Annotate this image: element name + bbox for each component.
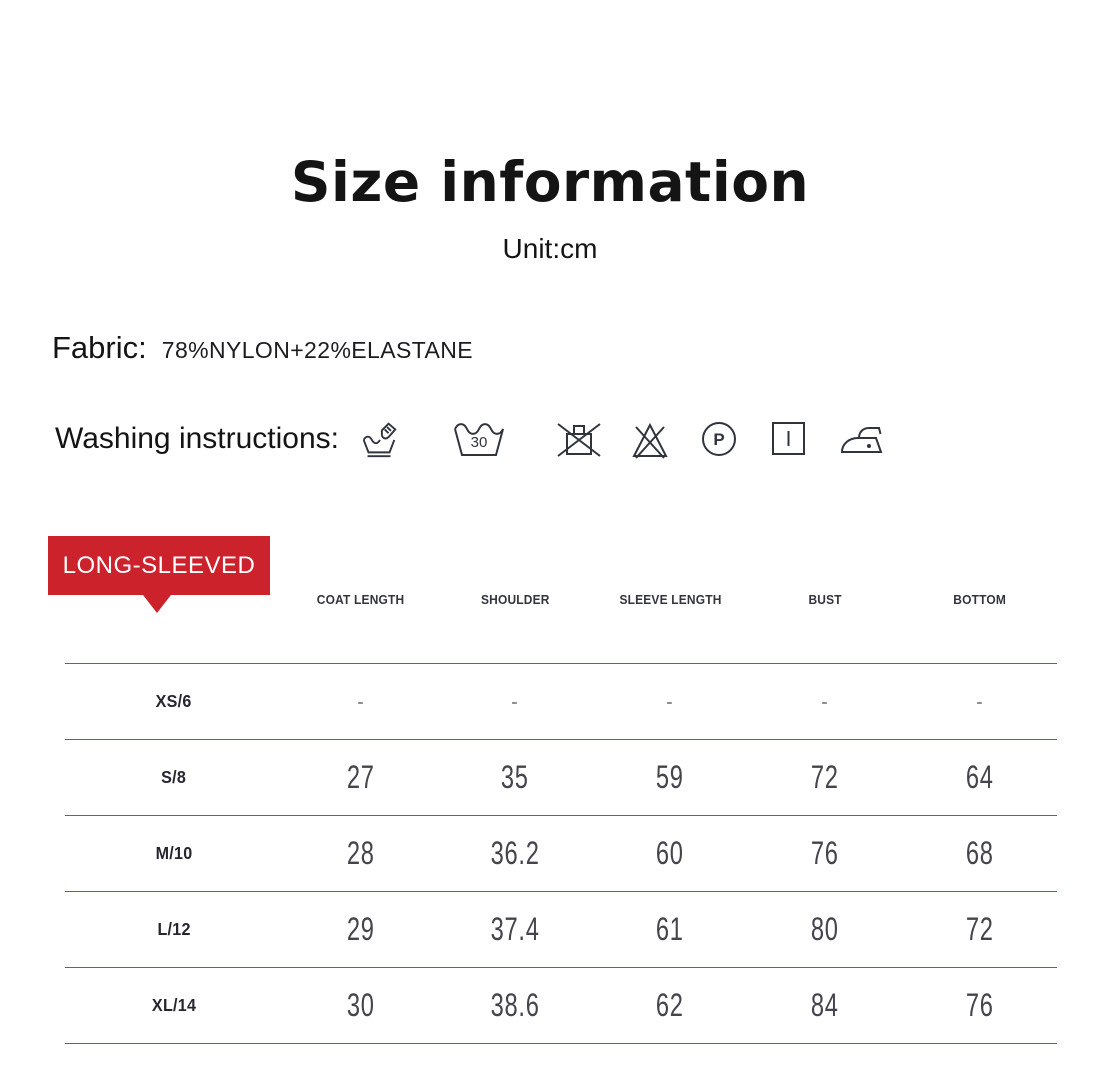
measurement-cell: 29 <box>283 911 438 948</box>
measurement-cell: 59 <box>593 759 748 796</box>
measurement-value: 28 <box>346 835 375 871</box>
measurement-value: - <box>511 686 519 716</box>
size-cell: XL/14 <box>65 995 283 1016</box>
column-header-label: BUST <box>808 592 842 607</box>
measurement-cell: 61 <box>593 911 748 948</box>
column-header: COAT LENGTH <box>283 585 438 663</box>
column-header: BUST <box>747 585 902 663</box>
measurement-cell: 36.2 <box>438 835 593 872</box>
measurement-cell: 72 <box>747 759 902 796</box>
measurement-value: 30 <box>346 987 375 1023</box>
measurement-value: 80 <box>810 911 839 947</box>
table-row: S/8 27 35 59 72 64 <box>65 739 1057 815</box>
dry-clean-p-icon: P <box>699 416 739 462</box>
column-header-label: COAT LENGTH <box>316 592 405 607</box>
column-header: BOTTOM <box>902 585 1057 663</box>
care-icons: 30 P <box>357 416 885 462</box>
column-header-label: BOTTOM <box>953 592 1006 607</box>
measurement-value: 35 <box>501 759 530 795</box>
measurement-cell: 76 <box>747 835 902 872</box>
measurement-value: 37.4 <box>490 911 540 947</box>
measurement-value: 68 <box>965 835 994 871</box>
measurement-cell: 27 <box>283 759 438 796</box>
hand-wash-icon <box>357 416 401 462</box>
badge-pointer-icon <box>143 595 171 613</box>
drip-dry-icon <box>769 416 807 462</box>
table-row: M/10 28 36.2 60 76 68 <box>65 815 1057 891</box>
washing-instructions-label: Washing instructions: <box>55 422 340 455</box>
measurement-cell: 84 <box>747 987 902 1024</box>
size-cell: L/12 <box>65 919 283 940</box>
measurement-cell: 37.4 <box>438 911 593 948</box>
measurement-cell: 76 <box>902 987 1057 1024</box>
size-label: XL/14 <box>151 995 197 1015</box>
measurement-value: - <box>666 686 674 716</box>
column-header-label: SHOULDER <box>480 592 550 607</box>
fabric-label: Fabric: <box>52 330 147 365</box>
measurement-value: 72 <box>810 759 839 795</box>
measurement-cell: - <box>283 686 438 717</box>
measurement-cell: 60 <box>593 835 748 872</box>
measurement-value: 38.6 <box>490 987 540 1023</box>
dry-clean-letter: P <box>713 430 724 449</box>
size-cell: M/10 <box>65 843 283 864</box>
size-label: S/8 <box>161 767 187 787</box>
measurement-value: - <box>821 686 829 716</box>
washing-instructions-row: Washing instructions: 30 <box>55 412 885 466</box>
table-body: XS/6 - - - - - S/8 27 35 59 72 64 M/10 28 36.2 60 76 68 L/… <box>65 663 1057 1044</box>
table-row: XS/6 - - - - - <box>65 663 1057 739</box>
measurement-value: 29 <box>346 911 375 947</box>
measurement-cell: 72 <box>902 911 1057 948</box>
wash-temperature-label: 30 <box>471 434 488 451</box>
measurement-cell: 62 <box>593 987 748 1024</box>
header-spacer <box>65 585 283 663</box>
measurement-cell: - <box>438 686 593 717</box>
table-row: XL/14 30 38.6 62 84 76 <box>65 967 1057 1043</box>
measurement-value: - <box>976 686 984 716</box>
measurement-cell: - <box>747 686 902 717</box>
measurement-cell: 80 <box>747 911 902 948</box>
size-label: XS/6 <box>155 691 192 711</box>
measurement-value: 59 <box>656 759 684 795</box>
size-label: L/12 <box>157 919 191 939</box>
measurement-value: 61 <box>656 911 684 947</box>
measurement-cell: 35 <box>438 759 593 796</box>
column-header-label: SLEEVE LENGTH <box>618 592 722 607</box>
measurement-cell: 64 <box>902 759 1057 796</box>
do-not-bleach-icon <box>629 416 671 462</box>
unit-label: Unit:cm <box>502 233 598 264</box>
measurement-value: 36.2 <box>490 835 540 871</box>
measurement-value: 76 <box>810 835 839 871</box>
page-title: Size information <box>290 150 810 214</box>
measurement-value: 60 <box>656 835 684 871</box>
fabric-value: 78%NYLON+22%ELASTANE <box>161 337 473 363</box>
measurement-value: 72 <box>965 911 994 947</box>
measurement-cell: 68 <box>902 835 1057 872</box>
table-header-row: COAT LENGTH SHOULDER SLEEVE LENGTH BUST BOTT… <box>65 585 1057 663</box>
table-row: L/12 29 37.4 61 80 72 <box>65 891 1057 967</box>
measurement-value: 76 <box>965 987 994 1023</box>
iron-low-heat-icon <box>839 418 885 460</box>
measurement-value: 27 <box>346 759 375 795</box>
measurement-cell: - <box>902 686 1057 717</box>
fabric-row: Fabric: 78%NYLON+22%ELASTANE <box>52 330 473 366</box>
measurement-cell: - <box>593 686 748 717</box>
measurement-value: 62 <box>656 987 684 1023</box>
size-table: COAT LENGTH SHOULDER SLEEVE LENGTH BUST BOTT… <box>65 585 1057 1044</box>
measurement-value: - <box>356 686 364 716</box>
size-label: M/10 <box>155 843 193 863</box>
measurement-cell: 28 <box>283 835 438 872</box>
machine-wash-30-icon: 30 <box>451 416 507 462</box>
size-cell: S/8 <box>65 767 283 788</box>
column-header: SHOULDER <box>438 585 593 663</box>
column-header: SLEEVE LENGTH <box>593 585 748 663</box>
do-not-wring-icon <box>553 416 605 462</box>
measurement-value: 64 <box>965 759 994 795</box>
size-cell: XS/6 <box>65 691 283 712</box>
measurement-cell: 38.6 <box>438 987 593 1024</box>
measurement-value: 84 <box>810 987 839 1023</box>
measurement-cell: 30 <box>283 987 438 1024</box>
long-sleeved-badge: LONG-SLEEVED <box>48 536 270 595</box>
